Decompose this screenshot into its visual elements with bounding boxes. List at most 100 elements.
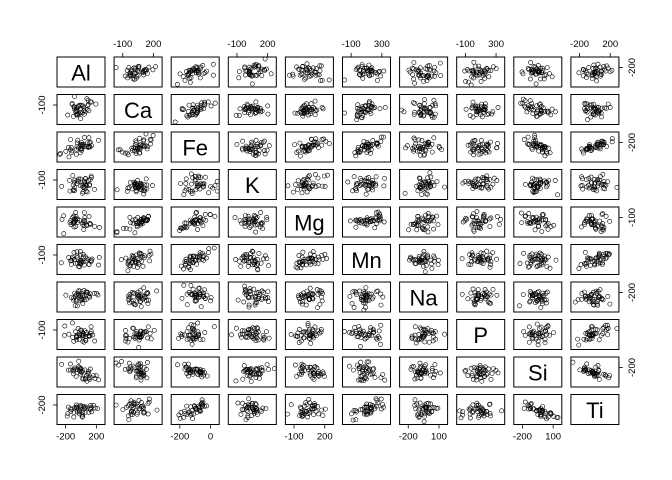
data-point — [471, 182, 476, 188]
data-point — [251, 408, 257, 414]
data-point — [417, 400, 423, 406]
data-point — [150, 67, 156, 73]
panel-Na-K — [227, 281, 277, 313]
data-point — [371, 180, 376, 186]
points-Na-Mn — [347, 285, 386, 313]
data-point — [147, 137, 153, 142]
points-Na-Mg — [296, 285, 325, 310]
data-point — [382, 377, 388, 383]
data-point — [310, 182, 316, 188]
data-point — [307, 66, 312, 72]
data-point — [423, 327, 429, 333]
panel-P-P — [456, 319, 506, 350]
data-point — [378, 216, 383, 222]
data-point — [182, 361, 188, 367]
panel-Mn-Ca — [113, 244, 163, 275]
panel-K-Mn — [342, 169, 391, 200]
data-point — [534, 143, 540, 149]
tick-label: -200 — [570, 39, 589, 50]
data-point — [293, 333, 299, 339]
data-point — [584, 336, 590, 341]
data-point — [242, 106, 248, 112]
data-point — [352, 288, 358, 294]
data-point — [529, 179, 534, 185]
data-point — [183, 186, 189, 192]
data-point — [197, 75, 203, 81]
data-point — [266, 335, 272, 341]
data-point — [538, 104, 544, 109]
data-point — [188, 322, 194, 327]
points-Si-Ti — [570, 359, 613, 382]
points-Mn-P — [459, 248, 499, 270]
data-point — [541, 329, 547, 335]
data-point — [240, 376, 246, 382]
data-point — [521, 329, 527, 335]
data-point — [86, 333, 92, 339]
data-point — [303, 75, 309, 81]
var-label-Na: Na — [410, 286, 439, 311]
data-point — [71, 104, 77, 110]
data-point — [264, 256, 270, 261]
tick-label: -200 — [627, 133, 638, 152]
data-point — [465, 373, 471, 378]
data-point — [469, 252, 475, 258]
data-point — [601, 225, 607, 230]
data-point — [494, 256, 499, 262]
data-point — [243, 68, 249, 74]
data-point — [584, 263, 589, 269]
data-point — [581, 106, 587, 112]
data-point — [475, 224, 481, 230]
data-point — [525, 141, 530, 147]
data-point — [352, 325, 358, 330]
data-point — [194, 110, 200, 116]
data-point — [299, 361, 305, 367]
data-point — [233, 257, 239, 262]
data-point — [534, 321, 540, 327]
data-point — [370, 370, 376, 376]
data-point — [128, 409, 134, 414]
data-point — [546, 110, 551, 116]
panel-Mn-P — [456, 244, 506, 275]
points-K-Mn — [345, 174, 387, 197]
data-point — [74, 146, 79, 152]
data-point — [422, 97, 427, 103]
data-point — [93, 373, 99, 378]
tick-label: 200 — [602, 39, 618, 50]
data-point — [89, 175, 94, 180]
data-point — [140, 263, 146, 269]
data-point — [584, 260, 589, 266]
data-point — [246, 367, 252, 373]
data-point — [135, 68, 141, 74]
points-Na-Si — [517, 289, 550, 310]
data-point — [303, 302, 309, 308]
data-point — [238, 411, 244, 417]
data-point — [142, 329, 148, 334]
data-point — [259, 365, 265, 371]
panel-Ti-Na — [399, 394, 449, 425]
data-point — [539, 144, 545, 150]
data-point — [68, 147, 73, 152]
data-point — [271, 366, 277, 372]
data-point — [189, 112, 195, 118]
data-point — [422, 402, 428, 408]
data-point — [254, 412, 260, 417]
data-point — [432, 73, 437, 79]
data-point — [428, 218, 434, 224]
data-point — [532, 135, 538, 141]
data-point — [378, 134, 384, 140]
data-point — [420, 73, 426, 78]
data-point — [584, 184, 590, 190]
data-point — [526, 211, 532, 216]
data-point — [353, 292, 359, 298]
panel-Mg-Si — [513, 206, 563, 238]
data-point — [585, 293, 591, 299]
data-point — [425, 213, 431, 219]
data-point — [478, 295, 484, 301]
data-point — [131, 179, 137, 185]
data-point — [477, 372, 482, 377]
data-point — [487, 402, 492, 407]
data-point — [363, 376, 369, 382]
data-point — [586, 185, 592, 191]
data-point — [432, 362, 438, 368]
data-point — [263, 329, 269, 334]
